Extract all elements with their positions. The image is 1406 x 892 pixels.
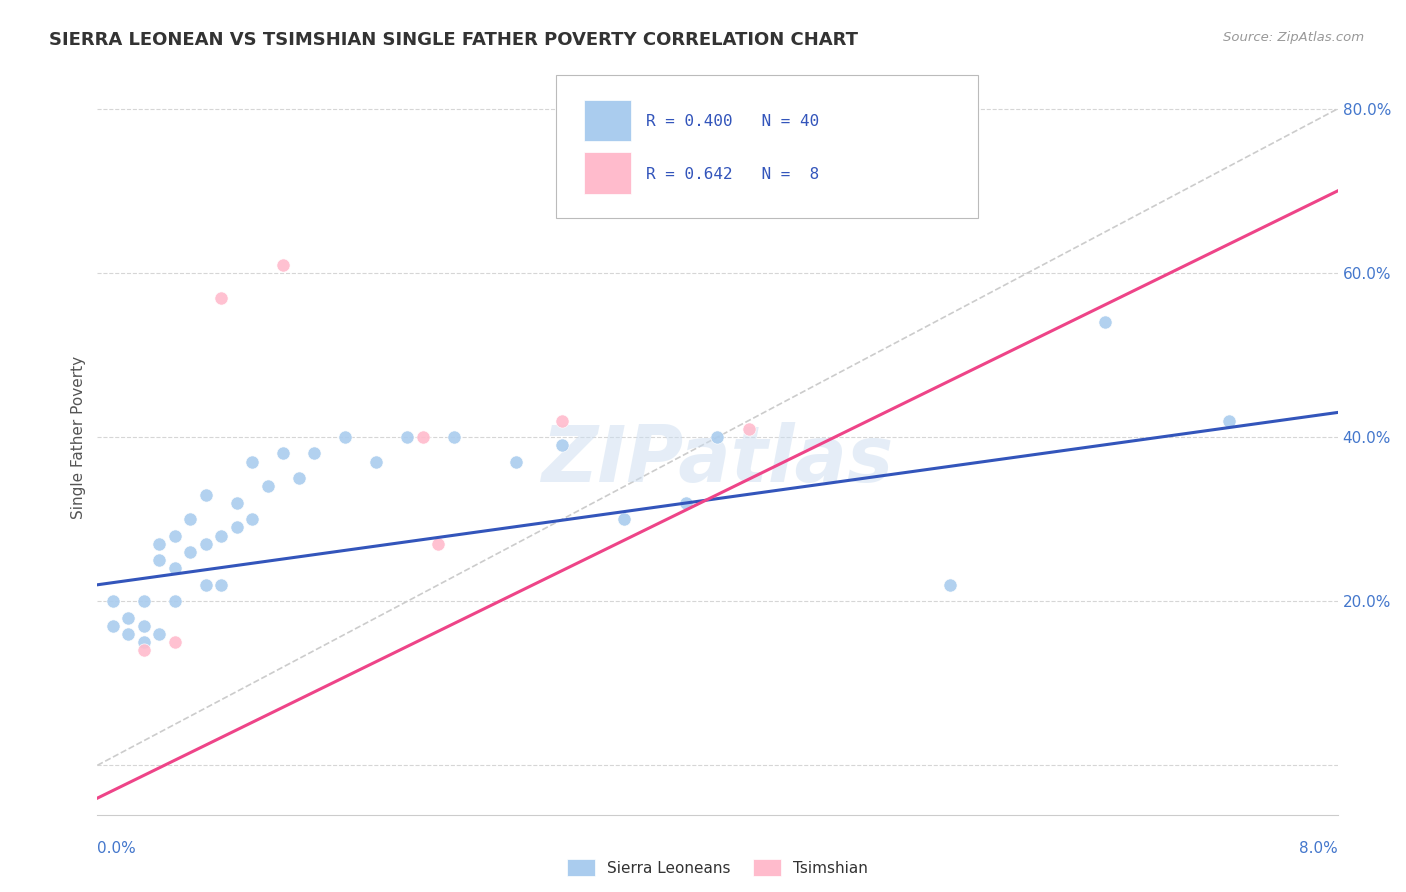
Point bbox=[148, 537, 170, 551]
FancyBboxPatch shape bbox=[583, 153, 631, 194]
Point bbox=[706, 430, 728, 444]
Text: Source: ZipAtlas.com: Source: ZipAtlas.com bbox=[1223, 31, 1364, 45]
Point bbox=[163, 635, 186, 649]
Point bbox=[225, 496, 247, 510]
Legend: Sierra Leoneans, Tsimshian: Sierra Leoneans, Tsimshian bbox=[561, 853, 875, 882]
Point bbox=[148, 627, 170, 641]
Point bbox=[163, 561, 186, 575]
Point bbox=[273, 258, 295, 272]
Point bbox=[101, 594, 124, 608]
Point bbox=[179, 512, 201, 526]
Point bbox=[613, 512, 636, 526]
Point bbox=[257, 479, 280, 493]
Point bbox=[427, 537, 450, 551]
Point bbox=[551, 414, 574, 428]
Point bbox=[179, 545, 201, 559]
Point bbox=[194, 578, 217, 592]
Point bbox=[209, 578, 232, 592]
Point bbox=[675, 496, 697, 510]
Point bbox=[194, 487, 217, 501]
Point bbox=[132, 643, 155, 657]
Point bbox=[335, 430, 357, 444]
Point bbox=[163, 594, 186, 608]
Point bbox=[288, 471, 311, 485]
Point bbox=[242, 512, 264, 526]
Point bbox=[225, 520, 247, 534]
Point bbox=[366, 455, 388, 469]
Point bbox=[209, 291, 232, 305]
Text: SIERRA LEONEAN VS TSIMSHIAN SINGLE FATHER POVERTY CORRELATION CHART: SIERRA LEONEAN VS TSIMSHIAN SINGLE FATHE… bbox=[49, 31, 858, 49]
Point bbox=[304, 446, 326, 460]
Point bbox=[163, 528, 186, 542]
Point bbox=[194, 537, 217, 551]
Text: 8.0%: 8.0% bbox=[1299, 841, 1337, 856]
FancyBboxPatch shape bbox=[557, 75, 979, 219]
Point bbox=[1218, 414, 1240, 428]
Point bbox=[117, 610, 139, 624]
Point bbox=[148, 553, 170, 567]
Point bbox=[132, 594, 155, 608]
FancyBboxPatch shape bbox=[583, 100, 631, 141]
Point bbox=[117, 627, 139, 641]
Point bbox=[396, 430, 419, 444]
Point bbox=[273, 446, 295, 460]
Point bbox=[101, 619, 124, 633]
Point bbox=[939, 578, 962, 592]
Text: 0.0%: 0.0% bbox=[97, 841, 136, 856]
Point bbox=[412, 430, 434, 444]
Point bbox=[209, 528, 232, 542]
Point bbox=[551, 438, 574, 452]
Point bbox=[443, 430, 465, 444]
Point bbox=[132, 635, 155, 649]
Point bbox=[132, 619, 155, 633]
Point bbox=[1094, 315, 1116, 329]
Y-axis label: Single Father Poverty: Single Father Poverty bbox=[72, 356, 86, 518]
Point bbox=[505, 455, 527, 469]
Point bbox=[737, 422, 759, 436]
Text: R = 0.642   N =  8: R = 0.642 N = 8 bbox=[645, 167, 818, 182]
Text: R = 0.400   N = 40: R = 0.400 N = 40 bbox=[645, 114, 818, 129]
Text: ZIPatlas: ZIPatlas bbox=[541, 422, 894, 498]
Point bbox=[242, 455, 264, 469]
